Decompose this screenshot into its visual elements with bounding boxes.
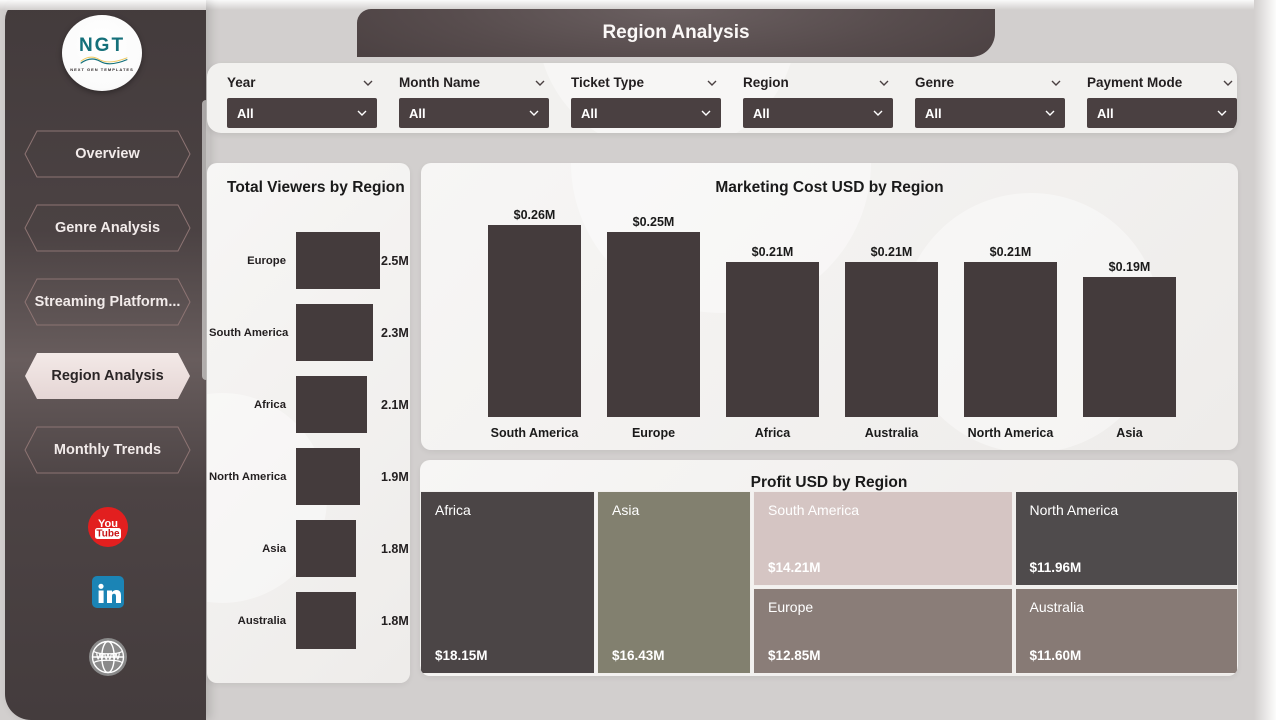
svg-text:WWW: WWW	[96, 652, 121, 662]
svg-text:Tube: Tube	[96, 529, 120, 540]
